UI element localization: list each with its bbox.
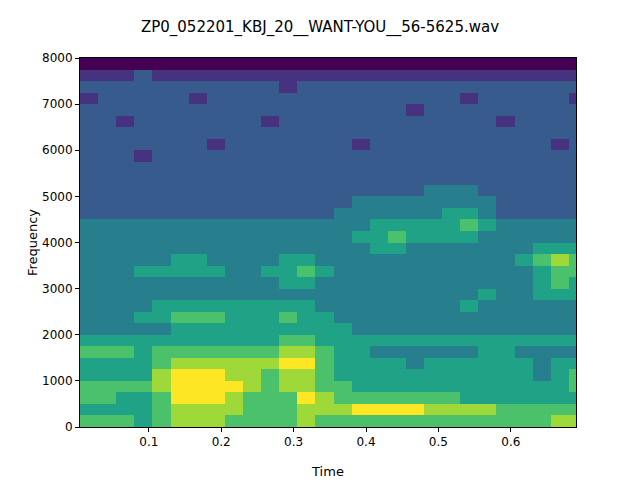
svg-text:0: 0 bbox=[65, 420, 73, 434]
svg-text:0.5: 0.5 bbox=[429, 435, 448, 449]
svg-text:ZP0_052201_KBJ_20__WANT-YOU__5: ZP0_052201_KBJ_20__WANT-YOU__56-5625.wav bbox=[141, 18, 499, 37]
svg-text:0.4: 0.4 bbox=[356, 435, 375, 449]
svg-text:3000: 3000 bbox=[42, 282, 73, 296]
svg-text:1000: 1000 bbox=[42, 374, 73, 388]
svg-text:Frequency: Frequency bbox=[25, 209, 40, 276]
svg-text:0.6: 0.6 bbox=[501, 435, 520, 449]
svg-text:0.1: 0.1 bbox=[139, 435, 158, 449]
svg-text:7000: 7000 bbox=[42, 97, 73, 111]
svg-text:6000: 6000 bbox=[42, 143, 73, 157]
svg-text:8000: 8000 bbox=[42, 51, 73, 65]
svg-text:0.2: 0.2 bbox=[212, 435, 231, 449]
svg-text:2000: 2000 bbox=[42, 328, 73, 342]
svg-text:4000: 4000 bbox=[42, 236, 73, 250]
svg-text:0.3: 0.3 bbox=[284, 435, 303, 449]
svg-text:Time: Time bbox=[311, 464, 344, 479]
svg-text:5000: 5000 bbox=[42, 190, 73, 204]
